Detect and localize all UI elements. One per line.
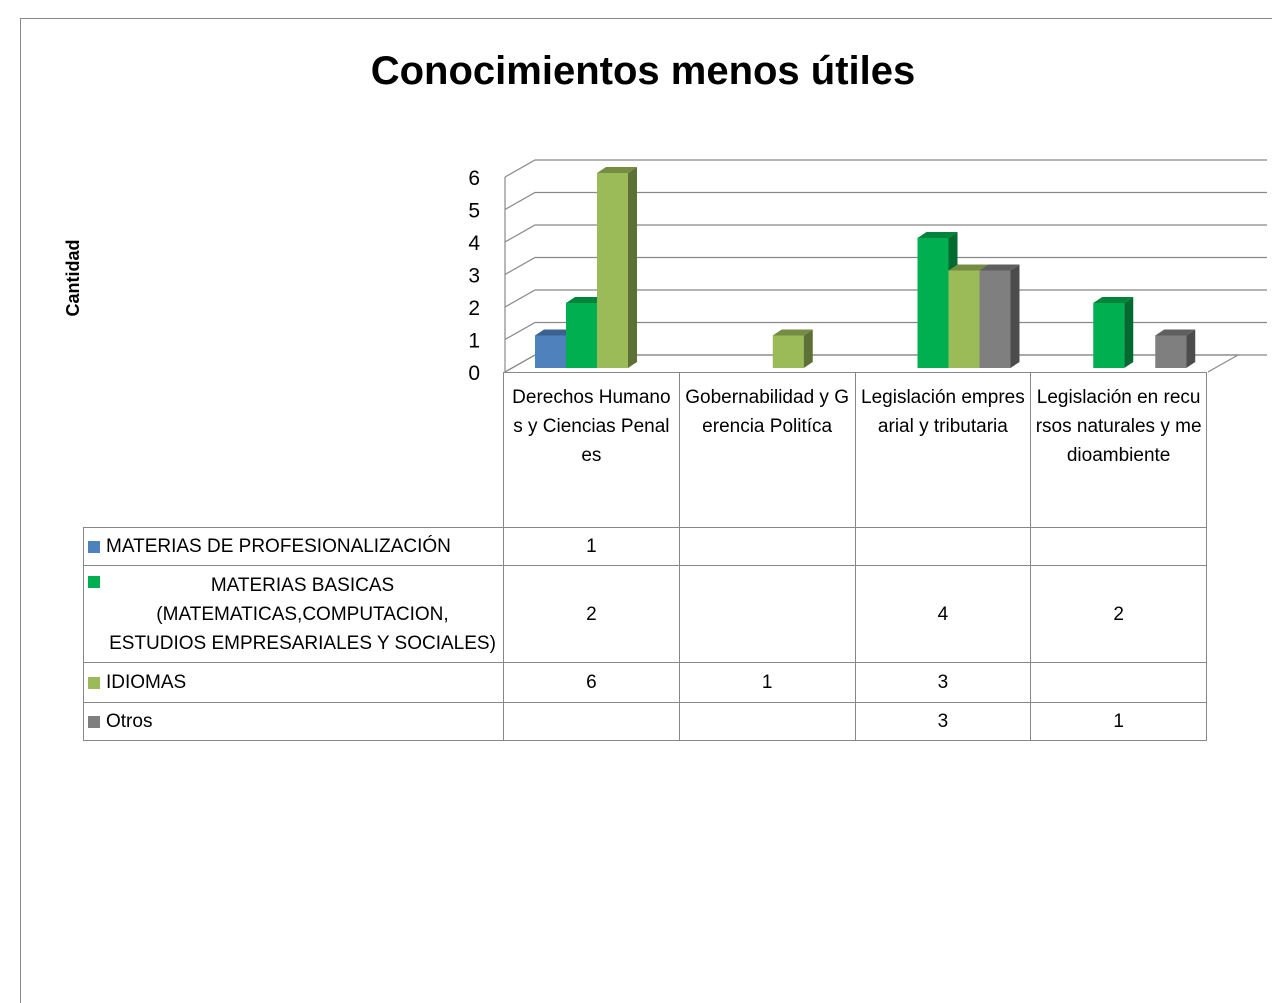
bar-top <box>948 264 989 271</box>
category-label: Derechos Humanos y Ciencias Penales <box>503 372 680 528</box>
bar <box>1093 297 1134 368</box>
category-label-text: Legislación en recursos naturales y medi… <box>1035 387 1202 466</box>
y-tick-label: 0 <box>468 362 480 385</box>
bar-top <box>1093 297 1134 303</box>
table-value <box>678 565 856 663</box>
bar-side <box>1186 329 1196 368</box>
legend-key <box>88 576 100 588</box>
table-value: 6 <box>503 662 680 703</box>
legend-key <box>88 715 100 728</box>
category-label-text: Legislación empresarial y tributaria <box>861 387 1025 437</box>
legend-entry: Otros <box>83 702 504 741</box>
grid-line <box>504 289 1267 308</box>
bar-top <box>1155 329 1196 336</box>
table-value <box>678 527 856 566</box>
chart-frame <box>20 18 1272 1003</box>
grid-line <box>504 321 1267 341</box>
category-label: Legislación en recursos naturales y medi… <box>1030 372 1207 528</box>
table-value-text: 3 <box>937 711 949 732</box>
bar-front <box>535 335 566 368</box>
table-value-text: 3 <box>937 672 949 693</box>
table-value: 4 <box>854 565 1032 663</box>
table-value-text: 1 <box>761 672 773 693</box>
bar-top <box>772 329 813 336</box>
bar-front <box>917 238 949 368</box>
table-value <box>1030 662 1207 703</box>
table-value-text: 4 <box>937 603 949 625</box>
table-value-text: 6 <box>586 672 597 693</box>
bar-side <box>1010 264 1020 368</box>
table-value: 1 <box>678 662 856 703</box>
bar-side <box>628 167 637 368</box>
bar <box>772 329 813 368</box>
table-value: 2 <box>503 565 680 663</box>
bar-top <box>597 167 637 173</box>
grid-line <box>504 159 1267 178</box>
legend-text: MATERIAS DE PROFESIONALIZACIÓN <box>106 536 451 557</box>
table-value <box>678 702 856 741</box>
grid-line <box>504 191 1267 211</box>
table-value <box>854 527 1032 566</box>
table-value-text: 2 <box>1113 603 1124 625</box>
table-value <box>503 702 680 741</box>
bar-front <box>1155 335 1187 368</box>
chart-title: Conocimientos menos útiles <box>371 49 916 93</box>
bar-side <box>803 329 813 368</box>
table-value: 3 <box>854 702 1032 741</box>
bar-top <box>917 232 958 238</box>
bar-front <box>948 270 980 368</box>
bar-front <box>772 335 804 368</box>
bar <box>979 264 1020 368</box>
table-value <box>1030 527 1207 566</box>
y-tick-label: 1 <box>468 330 480 353</box>
bar-front <box>597 173 628 368</box>
legend-text: IDIOMAS <box>106 672 187 693</box>
legend-text: MATERIAS BASICAS (MATEMATICAS,COMPUTACIO… <box>109 574 496 654</box>
category-label: Legislación empresarial y tributaria <box>854 372 1032 528</box>
bar <box>597 167 637 368</box>
table-value-text: 1 <box>1113 711 1124 732</box>
legend-entry: MATERIAS DE PROFESIONALIZACIÓN <box>83 527 504 566</box>
bar-front <box>1093 303 1125 368</box>
bar-front <box>979 270 1011 368</box>
category-label-text: Derechos Humanos y Ciencias Penales <box>512 387 671 466</box>
bar-top <box>535 329 575 336</box>
y-tick-label: 4 <box>468 232 480 255</box>
y-tick-label: 2 <box>468 297 480 320</box>
grid-line <box>504 256 1267 276</box>
table-value-text: 2 <box>586 603 597 625</box>
table-value: 3 <box>854 662 1032 703</box>
y-tick-label: 3 <box>468 265 480 288</box>
legend-entry: IDIOMAS <box>83 662 504 703</box>
table-value: 1 <box>503 527 680 566</box>
bar-front <box>566 303 597 368</box>
legend-key <box>88 540 100 553</box>
legend-entry: MATERIAS BASICAS (MATEMATICAS,COMPUTACIO… <box>83 565 504 663</box>
table-value-text: 1 <box>586 536 597 557</box>
table-value: 2 <box>1030 565 1207 663</box>
legend-key <box>88 676 100 689</box>
legend-text: Otros <box>106 711 153 732</box>
bar <box>1155 329 1196 368</box>
grid-line <box>504 224 1267 243</box>
y-tick-label: 6 <box>468 167 480 190</box>
bar-side <box>1124 297 1134 368</box>
category-label-text: Gobernabilidad y Gerencia Politíca <box>685 387 849 437</box>
table-value: 1 <box>1030 702 1207 741</box>
y-tick-label: 5 <box>468 200 480 223</box>
bar-top <box>979 264 1020 271</box>
y-axis-label: Cantidad <box>63 239 83 316</box>
category-label: Gobernabilidad y Gerencia Politíca <box>678 372 856 528</box>
bar-top <box>566 297 606 303</box>
